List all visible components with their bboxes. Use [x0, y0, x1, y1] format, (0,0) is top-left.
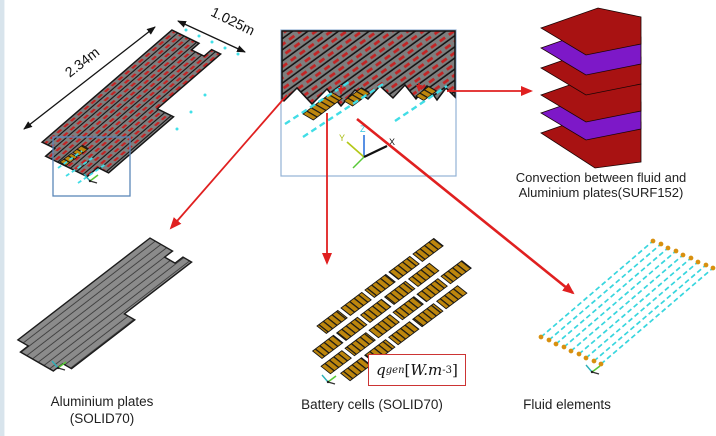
fluid-line — [546, 241, 664, 343]
detail-load-arrows — [338, 83, 422, 95]
caption-aluminium: Aluminium plates (SOLID70) — [28, 393, 176, 427]
fluid-line — [598, 265, 716, 367]
caption-convection: Convection between fluid and Aluminium p… — [492, 170, 710, 200]
dimension-arrow-width — [177, 20, 246, 53]
battery-cell-tile — [344, 332, 376, 357]
axis-label-z: Z — [360, 124, 366, 134]
aluminium-plates-model — [16, 237, 193, 372]
caption-convection-line2: Aluminium plates(SURF152) — [518, 185, 684, 200]
battery-cell-tile — [388, 255, 420, 280]
fluid-line — [576, 255, 694, 357]
arrow-detail-to-aluminium — [169, 94, 288, 230]
fluid-line — [561, 248, 679, 350]
formula-bracket-close: ] — [451, 361, 458, 379]
caption-aluminium-line2: (SOLID70) — [69, 411, 135, 426]
battery-cell-tile — [412, 303, 444, 328]
battery-cell-tile — [407, 262, 440, 287]
battery-cell-tile — [340, 357, 372, 382]
overview-fluid-lines — [57, 150, 107, 184]
caption-aluminium-line1: Aluminium plates — [50, 394, 154, 409]
caption-battery: Battery cells (SOLID70) — [301, 397, 443, 412]
battery-cell-tile — [392, 296, 424, 321]
detail-battery-cell — [302, 91, 343, 121]
dimension-arrow-length — [23, 26, 156, 130]
fluid-line — [553, 245, 671, 347]
battery-cell-tile — [440, 260, 472, 285]
battery-cell-tile — [316, 309, 348, 334]
arrow-detail-to-fluid — [356, 117, 575, 295]
convection-plate-red — [540, 7, 642, 56]
axis-triad-icon — [585, 364, 601, 375]
convection-stack-model — [540, 7, 642, 169]
pack-overview-model — [40, 28, 240, 197]
aluminium-plate-shape — [16, 237, 193, 372]
battery-cell-tile — [340, 291, 372, 316]
axis-label-x: X — [389, 137, 395, 147]
fluid-line — [568, 252, 686, 354]
formula-subscript: gen — [385, 364, 405, 376]
battery-cell-tile — [359, 298, 392, 323]
battery-cell-tile — [388, 321, 420, 346]
fluid-line — [538, 238, 656, 340]
axis-triad-icon — [321, 374, 337, 385]
formula-exponent: -3 — [442, 364, 452, 376]
battery-cell-tile — [320, 350, 352, 375]
fluid-line — [583, 259, 701, 361]
detail-fluid-lines — [284, 78, 448, 139]
battery-cells-model — [311, 237, 472, 385]
formula-bracket-open: [ — [404, 361, 411, 379]
fluid-line — [591, 262, 709, 364]
battery-cell-tile — [436, 285, 468, 310]
caption-convection-line1: Convection between fluid and — [515, 170, 687, 185]
heat-generation-formula: q gen[W.m -3] — [368, 354, 466, 386]
formula-units: W.m — [410, 361, 443, 379]
caption-fluid: Fluid elements — [523, 397, 611, 412]
detail-battery-cell — [415, 85, 438, 101]
overview-highlight-box — [52, 136, 131, 197]
detail-battery-cell — [343, 87, 371, 107]
formula-symbol: q — [376, 361, 386, 379]
slide-edge-band — [0, 0, 5, 436]
battery-cell-tile — [368, 314, 400, 339]
battery-cell-tile — [364, 273, 396, 298]
axis-label-y: Y — [339, 133, 345, 143]
battery-cell-tile — [416, 278, 448, 303]
battery-cell-tile — [383, 280, 416, 305]
detail-view: Z Y X — [280, 29, 457, 177]
axis-triad: Z Y X — [339, 124, 395, 169]
fluid-elements-model — [538, 238, 716, 367]
battery-cell-tile — [412, 237, 444, 262]
battery-cell-tile — [335, 316, 368, 341]
battery-cell-tile — [311, 334, 344, 359]
